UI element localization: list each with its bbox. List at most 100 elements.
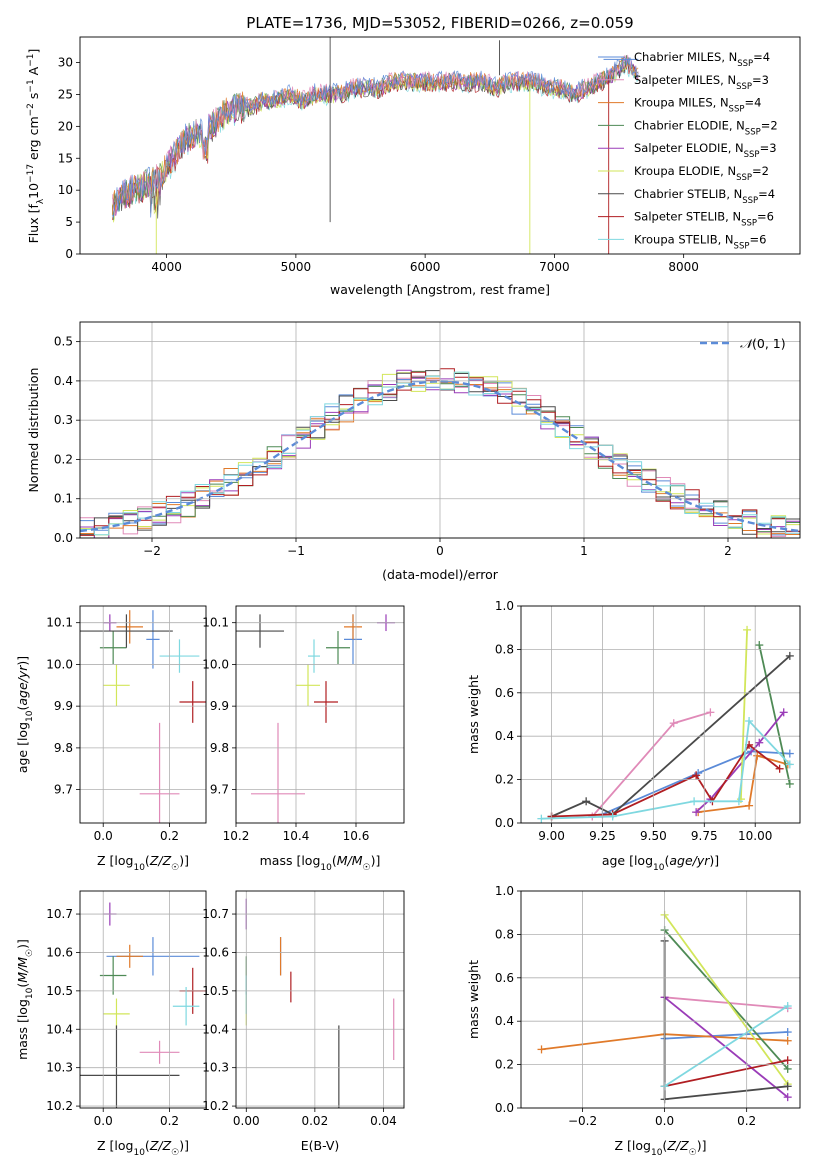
x-tick-label: 5000 bbox=[281, 260, 312, 274]
legend-label-salp_elodie: Salpeter ELODIE, NSSP=3 bbox=[634, 141, 777, 160]
axes-frame bbox=[79, 36, 801, 255]
label-part: ( bbox=[15, 706, 30, 711]
label-part: ☉ bbox=[689, 1148, 697, 1158]
x-axis-label: Z [log10(Z/Z☉)] bbox=[97, 853, 189, 873]
legend-label-main: Kroupa ELODIE, N bbox=[634, 164, 736, 178]
x-tick-label: 10.00 bbox=[738, 829, 772, 843]
y-axis-label: mass [log10(M/M☉)] bbox=[15, 939, 35, 1060]
axes-frame bbox=[79, 321, 801, 539]
legend-label-suffix: =4 bbox=[758, 187, 775, 201]
y-tick-label: 0.4 bbox=[54, 374, 73, 388]
label-part: Flux [f bbox=[26, 204, 41, 244]
label-part: −1 bbox=[26, 54, 36, 67]
label-part: s bbox=[26, 93, 41, 104]
y-tick-label: 10.3 bbox=[46, 1061, 73, 1075]
label-part: )] bbox=[15, 656, 30, 666]
x-tick-label: 0.2 bbox=[160, 829, 179, 843]
label-part: ☉ bbox=[25, 949, 35, 957]
legend-label-suffix: =6 bbox=[749, 232, 766, 246]
y-axis-label: Flux [fλ10−17 erg cm−2 s−1 A−1] bbox=[26, 49, 46, 244]
axes-frame bbox=[79, 890, 207, 1109]
label-part: Z [log bbox=[97, 1138, 133, 1153]
panel-weight_vs_Z: −0.2 0.0 0.2 0.0 0.2 0.4 0.6 0.8 1.0 Z [log10(Z/Z… bbox=[466, 884, 801, 1158]
legend-label-sub: SSP bbox=[729, 105, 745, 115]
y-tick-label: 25 bbox=[58, 87, 73, 101]
legend-label-suffix: =2 bbox=[761, 118, 778, 132]
y-tick-label: 9.8 bbox=[210, 741, 229, 755]
y-tick-label: 0.2 bbox=[54, 452, 73, 466]
y-tick-label: 20 bbox=[58, 119, 73, 133]
y-tick-label: 9.8 bbox=[54, 741, 73, 755]
spectrum-line-chab_miles bbox=[111, 56, 639, 219]
x-tick-label: −1 bbox=[287, 544, 305, 558]
label-part: M/M bbox=[337, 853, 363, 868]
y-tick-label: 0.2 bbox=[495, 1058, 514, 1072]
weight-line-chab_stelib bbox=[663, 940, 788, 1101]
legend-label-main: Kroupa STELIB, N bbox=[634, 232, 734, 246]
plot-area-spectrum bbox=[111, 37, 639, 254]
weight-line-chab_elodie bbox=[758, 644, 791, 785]
x-tick-label: 7000 bbox=[539, 260, 570, 274]
legend-label-suffix: =6 bbox=[757, 210, 774, 224]
weight-line-chab_miles bbox=[664, 1031, 788, 1040]
axes-frame bbox=[520, 605, 801, 824]
legend-label-krou_stelib: Kroupa STELIB, NSSP=6 bbox=[634, 232, 766, 251]
panel-spectrum: 4000 5000 6000 7000 8000 0 5 10 15 20 25 30 waveleng… bbox=[26, 36, 801, 297]
y-axis-label: mass weight bbox=[466, 960, 481, 1039]
legend-label-chab_miles: Chabrier MILES, NSSP=4 bbox=[634, 50, 770, 69]
label-part: ( bbox=[662, 1138, 667, 1153]
legend-label-normal: 𝒩(0, 1) bbox=[740, 336, 786, 351]
y-tick-label: 0.6 bbox=[495, 971, 514, 985]
legend-label-suffix: =4 bbox=[753, 50, 770, 64]
label-part: 10 bbox=[320, 863, 332, 873]
weight-line-krou_stelib bbox=[541, 718, 791, 820]
legend-label-main: Salpeter ELODIE, N bbox=[634, 141, 744, 155]
y-tick-label: 0.0 bbox=[495, 1101, 514, 1115]
y-tick-label: 10.2 bbox=[46, 1099, 73, 1113]
label-part: ( bbox=[145, 853, 150, 868]
label-part: age [log bbox=[15, 722, 30, 773]
legend-label-main: Salpeter STELIB, N bbox=[634, 210, 741, 224]
x-tick-label: 0.0 bbox=[655, 1114, 674, 1128]
legend-label-suffix: =4 bbox=[744, 96, 761, 110]
label-part: ☉ bbox=[363, 863, 371, 873]
label-part: λ bbox=[36, 198, 46, 204]
x-tick-label: 2 bbox=[724, 544, 732, 558]
legend-label-salp_miles: Salpeter MILES, NSSP=3 bbox=[634, 73, 769, 92]
x-axis-label: Z [log10(Z/Z☉)] bbox=[97, 1138, 189, 1158]
panel-weight_vs_age: 9.00 9.25 9.50 9.75 10.00 0.0 0.2 0.4 0.6 0.8 1.0 a… bbox=[466, 599, 801, 873]
axes-frame bbox=[235, 605, 405, 824]
label-part: A bbox=[26, 66, 41, 79]
label-part: 10 bbox=[133, 863, 145, 873]
x-tick-label: 10.2 bbox=[223, 829, 250, 843]
y-tick-label: 0.1 bbox=[54, 492, 73, 506]
label-part: −17 bbox=[26, 164, 36, 183]
label-part: ( bbox=[332, 853, 337, 868]
panel-mass_vs_Z: 0.0 0.210.210.310.410.510.610.7Z [log10(Z… bbox=[15, 890, 207, 1158]
x-tick-label: 6000 bbox=[410, 260, 441, 274]
y-tick-label: 10.1 bbox=[202, 616, 229, 630]
label-part: ☉ bbox=[171, 863, 179, 873]
y-tick-label: 0.8 bbox=[495, 642, 514, 656]
y-axis-label: mass weight bbox=[466, 675, 481, 754]
plot-area-age_vs_Z bbox=[80, 610, 206, 823]
x-tick-label: 8000 bbox=[668, 260, 699, 274]
x-axis-label: age [log10(age/yr)] bbox=[602, 853, 719, 873]
figure-title: PLATE=1736, MJD=53052, FIBERID=0266, z=0… bbox=[246, 14, 633, 32]
label-part: mass [log bbox=[15, 999, 30, 1060]
label-part: 10 bbox=[651, 1148, 663, 1158]
legend-label-main: Kroupa MILES, N bbox=[634, 96, 729, 110]
y-tick-label: 10.5 bbox=[46, 984, 73, 998]
y-tick-label: 0.0 bbox=[495, 816, 514, 830]
legend-label-main: Chabrier STELIB, N bbox=[634, 187, 742, 201]
y-tick-label: 10.0 bbox=[46, 657, 73, 671]
x-axis-label: E(B-V) bbox=[301, 1138, 340, 1153]
y-tick-label: 1.0 bbox=[495, 884, 514, 898]
x-tick-label: −2 bbox=[143, 544, 161, 558]
plot-area-age_vs_mass bbox=[236, 614, 395, 823]
label-part: Z [log bbox=[615, 1138, 651, 1153]
label-part: 10 bbox=[133, 1148, 145, 1158]
legend-label-sub: SSP bbox=[745, 127, 761, 137]
x-tick-label: 0.2 bbox=[160, 1114, 179, 1128]
